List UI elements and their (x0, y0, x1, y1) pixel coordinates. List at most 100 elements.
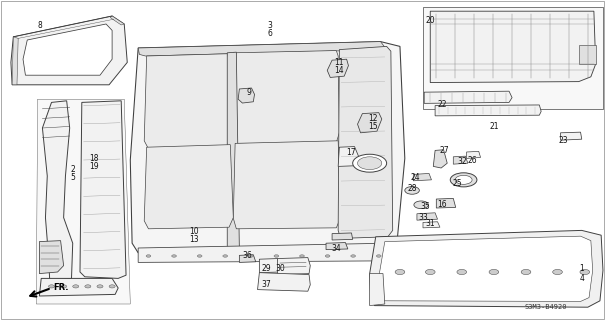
Circle shape (376, 255, 381, 257)
Text: 8: 8 (37, 21, 42, 30)
Polygon shape (370, 274, 385, 306)
Polygon shape (258, 273, 310, 291)
Polygon shape (144, 145, 233, 229)
Polygon shape (12, 37, 18, 85)
Polygon shape (278, 258, 310, 275)
Text: 3: 3 (267, 21, 272, 30)
Text: 4: 4 (579, 274, 584, 283)
Text: 2: 2 (70, 165, 75, 174)
Circle shape (414, 201, 428, 209)
Text: 1: 1 (579, 264, 584, 273)
Circle shape (521, 269, 531, 275)
Text: 14: 14 (335, 66, 344, 75)
Circle shape (171, 255, 176, 257)
Text: 29: 29 (262, 264, 271, 273)
Circle shape (85, 285, 91, 288)
Polygon shape (11, 16, 127, 85)
Circle shape (48, 285, 55, 288)
Text: 13: 13 (189, 236, 199, 244)
Text: 17: 17 (347, 148, 356, 156)
Polygon shape (259, 259, 280, 273)
Polygon shape (453, 156, 468, 164)
Text: 11: 11 (335, 58, 344, 67)
Polygon shape (467, 151, 481, 158)
Text: 23: 23 (559, 136, 568, 145)
Text: 24: 24 (410, 173, 420, 182)
Polygon shape (326, 243, 348, 250)
Circle shape (353, 154, 387, 172)
Text: 26: 26 (468, 156, 478, 164)
Circle shape (146, 255, 151, 257)
Polygon shape (138, 42, 387, 56)
Polygon shape (423, 222, 440, 228)
Text: 34: 34 (331, 244, 341, 252)
Polygon shape (144, 54, 231, 149)
Text: 10: 10 (189, 228, 199, 236)
Circle shape (299, 255, 304, 257)
Polygon shape (238, 88, 255, 103)
Text: 27: 27 (439, 146, 449, 155)
Polygon shape (358, 113, 382, 133)
Polygon shape (332, 233, 353, 240)
Polygon shape (413, 173, 431, 181)
Circle shape (61, 285, 67, 288)
Polygon shape (130, 42, 405, 253)
Text: 18: 18 (89, 154, 99, 163)
Text: 21: 21 (489, 122, 499, 131)
Circle shape (325, 255, 330, 257)
Polygon shape (42, 101, 73, 280)
Polygon shape (80, 101, 126, 278)
Polygon shape (110, 16, 124, 25)
Circle shape (455, 175, 472, 184)
Text: 35: 35 (421, 202, 430, 211)
Text: 22: 22 (438, 100, 447, 108)
Text: 37: 37 (262, 280, 271, 289)
Polygon shape (561, 132, 582, 140)
Polygon shape (138, 243, 394, 262)
Circle shape (395, 269, 405, 275)
Polygon shape (239, 255, 256, 262)
Text: 12: 12 (368, 114, 378, 123)
Polygon shape (435, 105, 541, 116)
Text: 30: 30 (276, 264, 285, 273)
Polygon shape (436, 198, 456, 208)
Circle shape (109, 285, 115, 288)
Text: 5: 5 (70, 173, 75, 182)
Text: 31: 31 (425, 220, 435, 228)
Polygon shape (338, 46, 393, 238)
Text: 16: 16 (438, 200, 447, 209)
Text: 36: 36 (242, 252, 252, 260)
Circle shape (580, 269, 590, 275)
Circle shape (274, 255, 279, 257)
Text: 28: 28 (407, 184, 417, 193)
Polygon shape (370, 230, 603, 307)
Circle shape (358, 157, 382, 170)
Polygon shape (23, 24, 112, 75)
Circle shape (97, 285, 103, 288)
Polygon shape (579, 45, 596, 64)
Circle shape (425, 269, 435, 275)
Polygon shape (424, 91, 512, 103)
Circle shape (457, 269, 467, 275)
Text: 19: 19 (89, 162, 99, 171)
Polygon shape (423, 7, 603, 109)
Polygon shape (417, 213, 438, 220)
Polygon shape (36, 99, 130, 304)
Polygon shape (227, 52, 239, 251)
Polygon shape (327, 59, 348, 77)
Polygon shape (39, 241, 64, 274)
Circle shape (450, 173, 477, 187)
Circle shape (223, 255, 228, 257)
Text: 15: 15 (368, 122, 378, 131)
Polygon shape (39, 278, 118, 296)
Circle shape (553, 269, 562, 275)
Text: 9: 9 (246, 88, 251, 97)
Polygon shape (338, 147, 359, 166)
Text: 20: 20 (425, 16, 435, 25)
Text: 25: 25 (453, 180, 462, 188)
Text: FR.: FR. (53, 283, 69, 292)
Text: 32: 32 (457, 157, 467, 166)
Polygon shape (231, 51, 339, 144)
Polygon shape (430, 11, 596, 83)
Text: 6: 6 (267, 29, 272, 38)
